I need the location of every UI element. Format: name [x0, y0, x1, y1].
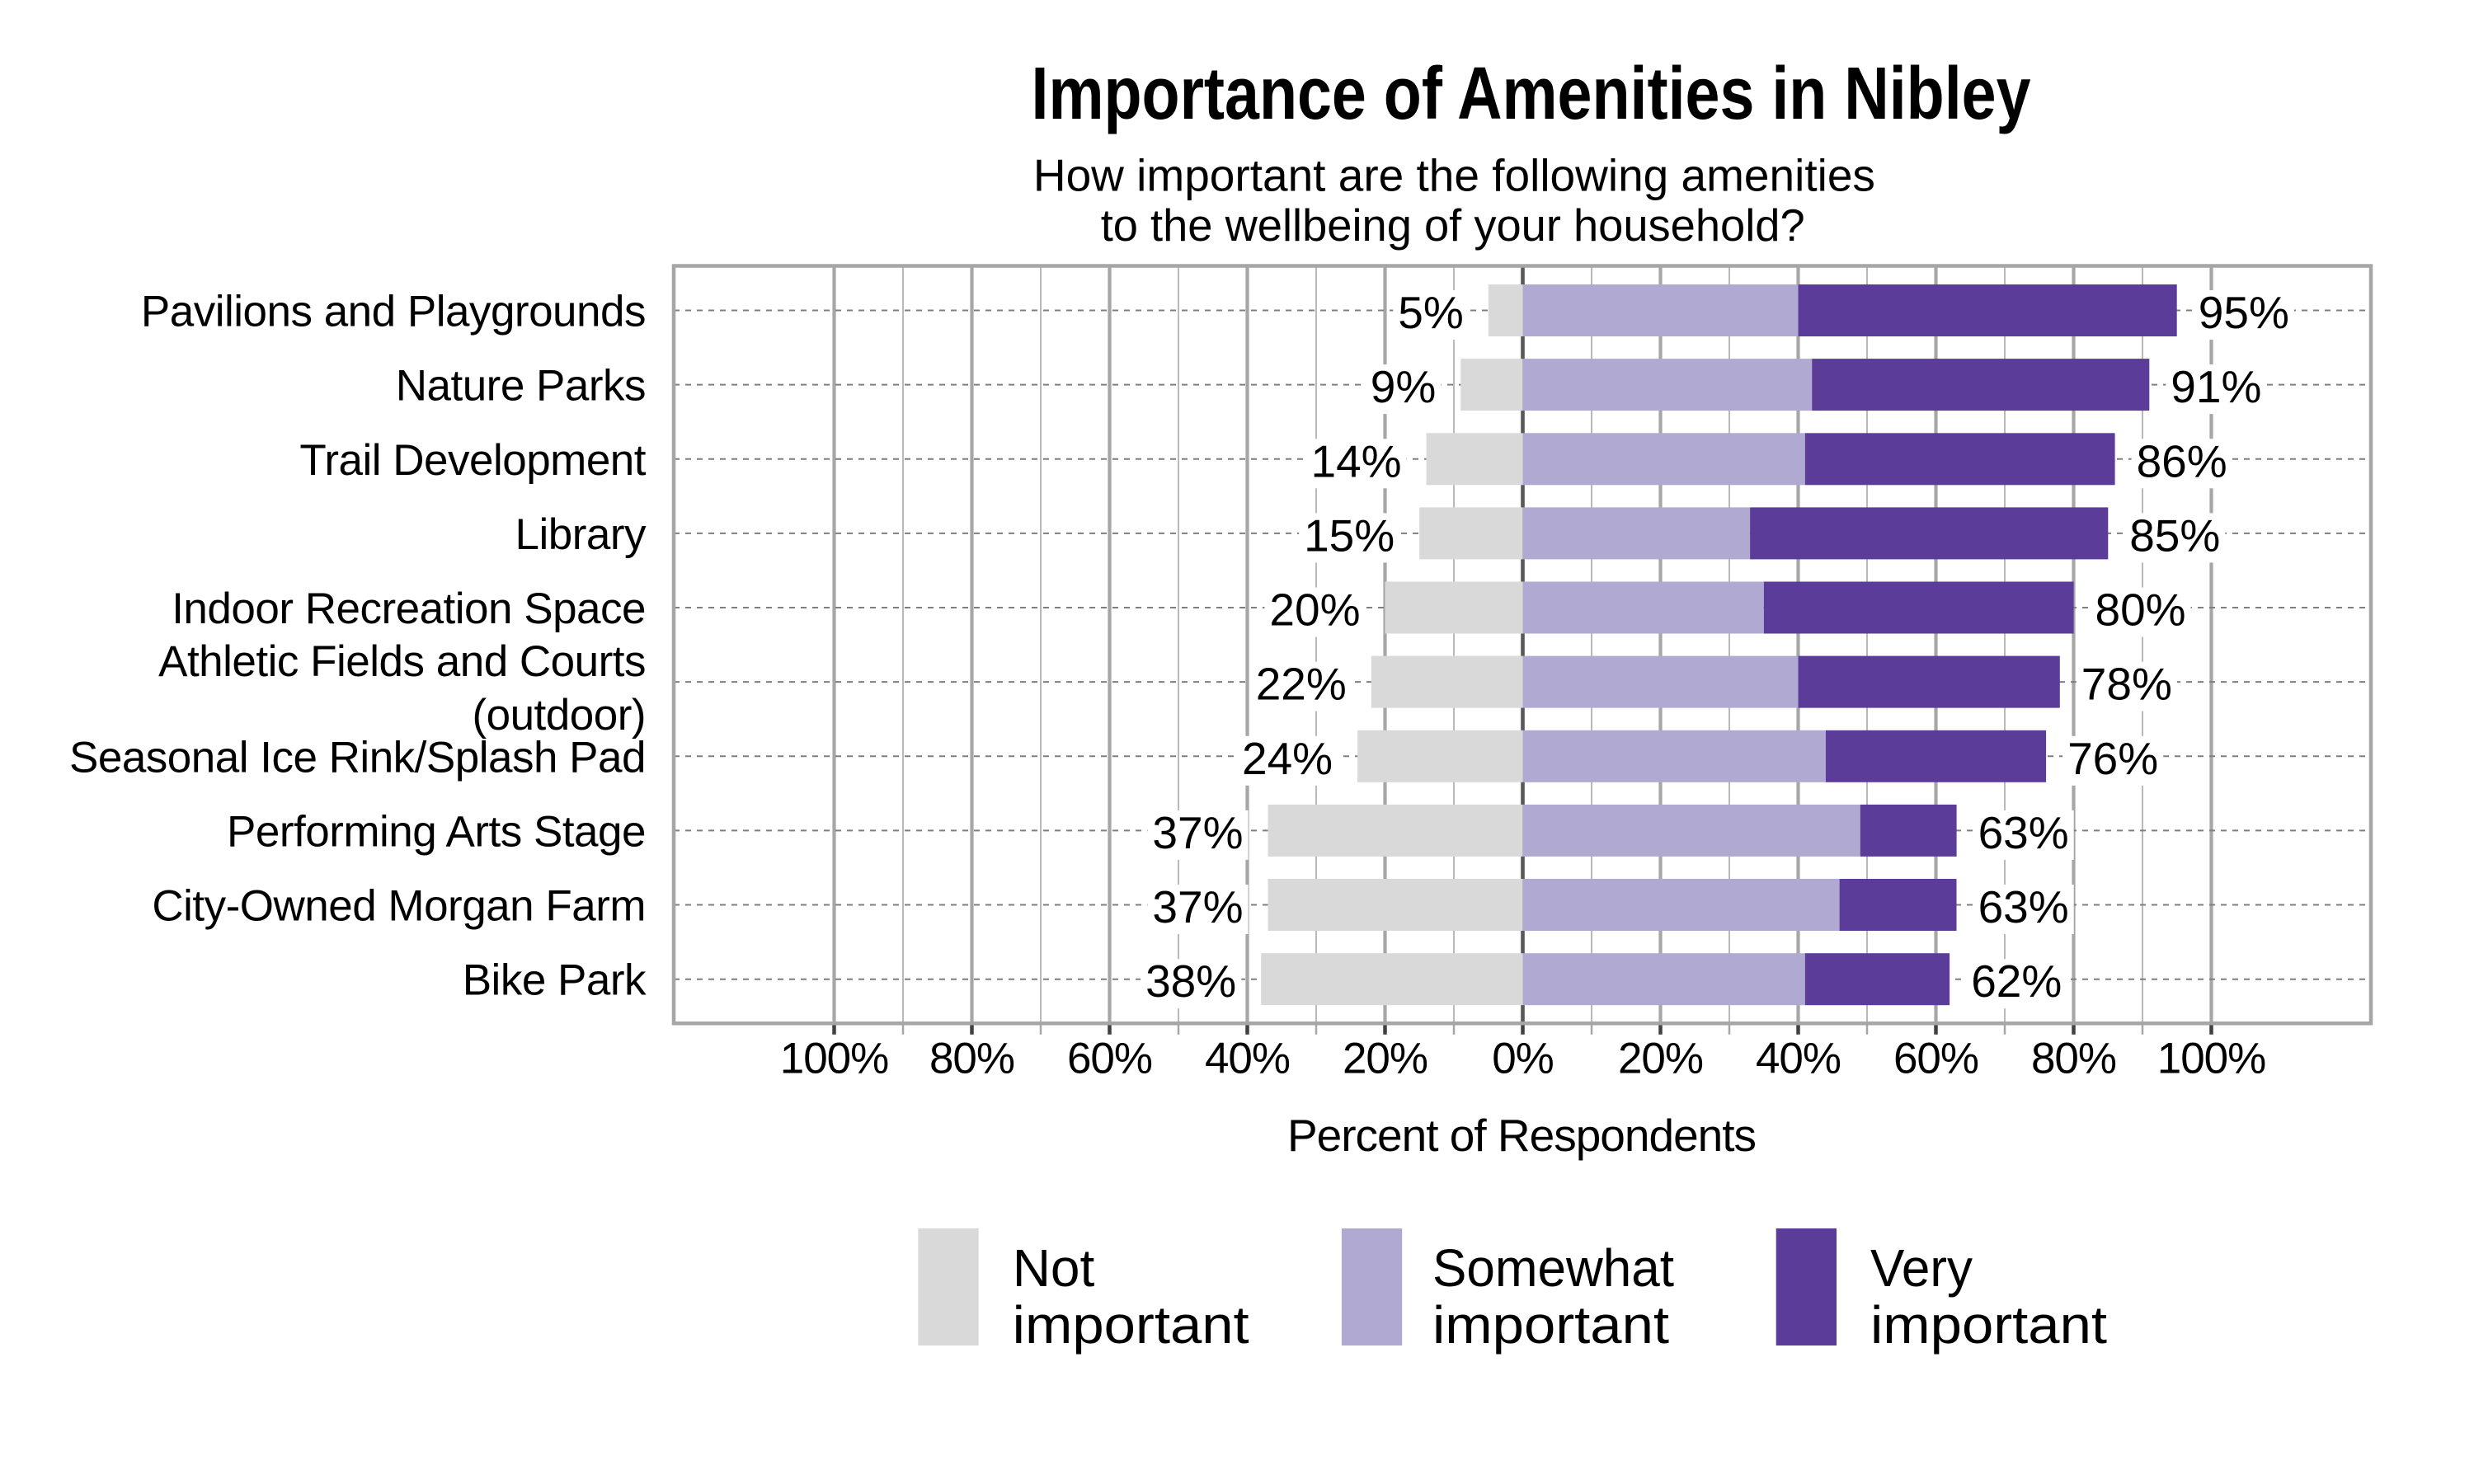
svg-text:40%: 40% — [1205, 1035, 1290, 1083]
svg-text:95%: 95% — [2199, 287, 2289, 338]
svg-text:22%: 22% — [1256, 659, 1347, 710]
svg-text:Performing Arts Stage: Performing Arts Stage — [227, 807, 646, 856]
svg-text:5%: 5% — [1398, 287, 1464, 338]
svg-text:91%: 91% — [2171, 361, 2261, 412]
svg-text:(outdoor): (outdoor) — [472, 691, 646, 740]
svg-text:37%: 37% — [1152, 807, 1243, 858]
svg-text:76%: 76% — [2067, 733, 2158, 784]
svg-text:important: important — [1013, 1295, 1249, 1355]
svg-text:9%: 9% — [1371, 361, 1437, 412]
svg-text:60%: 60% — [1893, 1035, 1978, 1083]
svg-text:80%: 80% — [2095, 585, 2186, 636]
svg-text:Pavilions and Playgrounds: Pavilions and Playgrounds — [141, 288, 646, 336]
svg-text:important: important — [1870, 1295, 2107, 1355]
svg-text:63%: 63% — [1978, 881, 2069, 932]
svg-text:14%: 14% — [1311, 435, 1402, 486]
svg-text:63%: 63% — [1978, 807, 2069, 858]
svg-text:80%: 80% — [929, 1035, 1014, 1083]
svg-text:20%: 20% — [1618, 1035, 1703, 1083]
svg-text:37%: 37% — [1152, 881, 1243, 932]
svg-text:Percent of Respondents: Percent of Respondents — [1287, 1110, 1756, 1161]
svg-text:78%: 78% — [2081, 659, 2172, 710]
svg-text:85%: 85% — [2129, 510, 2220, 561]
svg-text:86%: 86% — [2137, 435, 2227, 486]
svg-text:62%: 62% — [1971, 956, 2062, 1007]
svg-text:100%: 100% — [2157, 1035, 2266, 1083]
svg-text:38%: 38% — [1145, 956, 1236, 1007]
svg-text:Athletic Fields and Courts: Athletic Fields and Courts — [158, 637, 646, 686]
svg-text:important: important — [1432, 1295, 1669, 1355]
svg-text:24%: 24% — [1242, 733, 1333, 784]
svg-text:60%: 60% — [1067, 1035, 1152, 1083]
svg-text:Somewhat: Somewhat — [1432, 1238, 1674, 1298]
svg-text:Bike Park: Bike Park — [463, 956, 647, 1005]
svg-text:to the wellbeing of your house: to the wellbeing of your household? — [1101, 200, 1805, 251]
svg-text:80%: 80% — [2031, 1035, 2116, 1083]
svg-text:Seasonal Ice Rink/Splash Pad: Seasonal Ice Rink/Splash Pad — [69, 733, 646, 782]
svg-text:Importance of Amenities in Nib: Importance of Amenities in Nibley — [1032, 53, 2031, 135]
svg-text:15%: 15% — [1304, 510, 1395, 561]
svg-text:How important are the followin: How important are the following amenitie… — [1033, 149, 1875, 200]
svg-text:0%: 0% — [1492, 1035, 1554, 1083]
svg-text:Library: Library — [515, 510, 647, 559]
svg-text:100%: 100% — [780, 1035, 889, 1083]
svg-text:20%: 20% — [1343, 1035, 1427, 1083]
svg-text:City-Owned Morgan Farm: City-Owned Morgan Farm — [152, 882, 646, 931]
svg-text:Not: Not — [1013, 1238, 1095, 1298]
svg-text:Very: Very — [1870, 1238, 1973, 1298]
svg-text:Trail Development: Trail Development — [299, 436, 646, 485]
svg-text:40%: 40% — [1756, 1035, 1841, 1083]
svg-text:20%: 20% — [1269, 585, 1360, 636]
svg-text:Nature Parks: Nature Parks — [396, 362, 646, 411]
svg-text:Indoor Recreation Space: Indoor Recreation Space — [172, 585, 646, 633]
